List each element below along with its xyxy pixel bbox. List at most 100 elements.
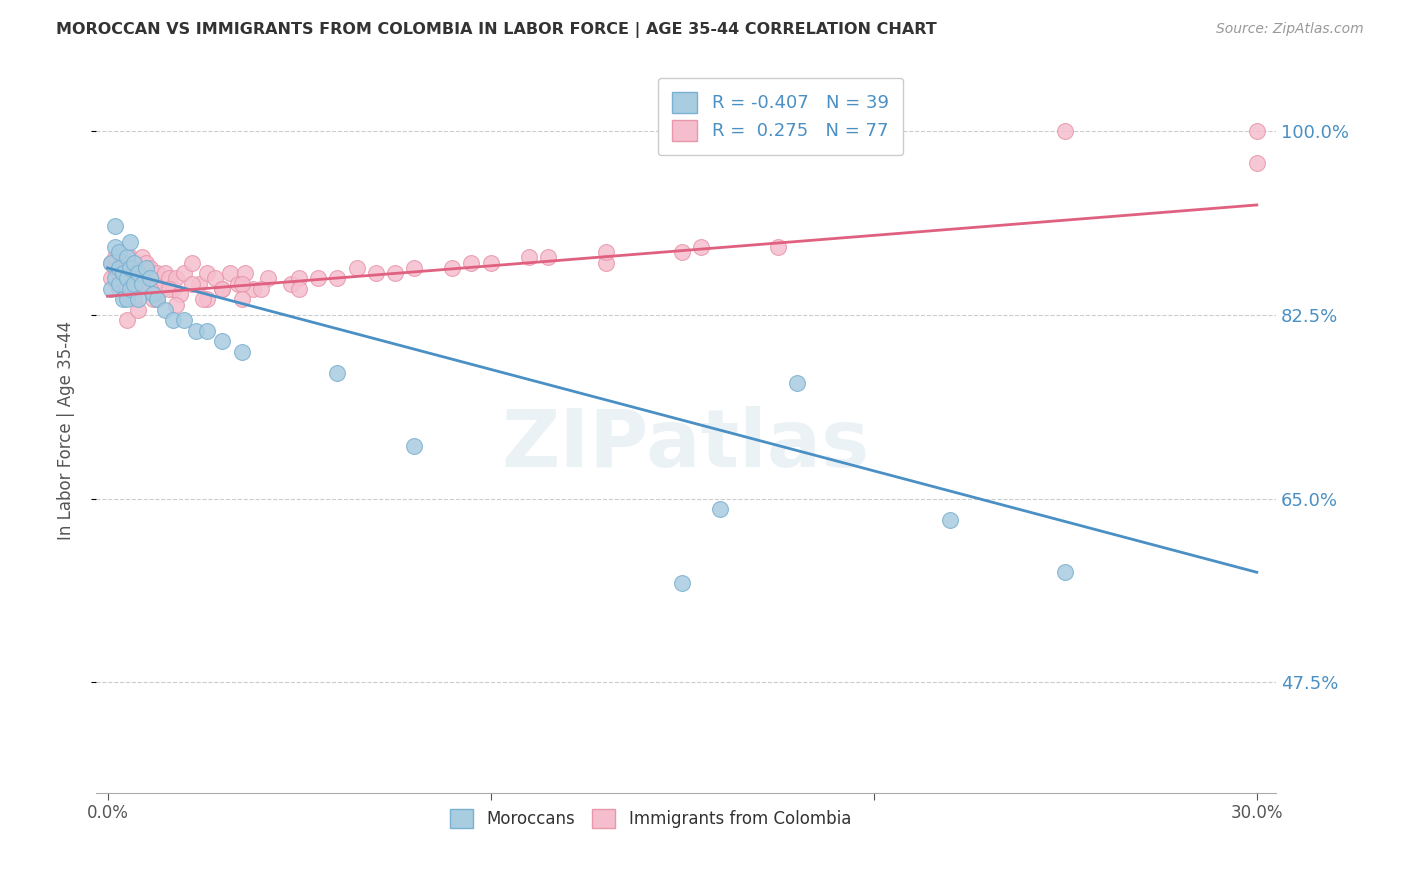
Point xyxy=(1246,124,1268,138)
Point xyxy=(111,266,134,280)
Point xyxy=(1054,566,1077,580)
Point xyxy=(104,219,127,233)
Point xyxy=(517,251,540,265)
Point xyxy=(231,344,253,359)
Point xyxy=(120,251,142,265)
Point xyxy=(142,293,165,307)
Point xyxy=(135,255,157,269)
Point xyxy=(188,277,211,291)
Point xyxy=(257,271,280,285)
Point xyxy=(384,266,406,280)
Point xyxy=(127,302,149,317)
Point xyxy=(157,271,180,285)
Point xyxy=(690,240,713,254)
Point xyxy=(120,266,142,280)
Point xyxy=(138,282,160,296)
Point xyxy=(111,277,134,291)
Point xyxy=(115,271,138,285)
Point xyxy=(211,334,233,349)
Point xyxy=(127,293,149,307)
Point xyxy=(108,260,131,275)
Point xyxy=(108,245,131,260)
Text: Source: ZipAtlas.com: Source: ZipAtlas.com xyxy=(1216,22,1364,37)
Point xyxy=(211,282,233,296)
Point xyxy=(204,271,226,285)
Point xyxy=(162,313,184,327)
Point xyxy=(479,255,502,269)
Point xyxy=(120,235,142,249)
Point xyxy=(307,271,329,285)
Point xyxy=(226,277,249,291)
Point xyxy=(131,277,153,291)
Point xyxy=(326,271,349,285)
Point xyxy=(537,251,560,265)
Point xyxy=(142,277,165,291)
Point xyxy=(402,260,425,275)
Point xyxy=(115,282,138,296)
Point xyxy=(111,255,134,269)
Point xyxy=(138,260,160,275)
Point xyxy=(157,282,180,296)
Point xyxy=(104,251,127,265)
Point xyxy=(280,277,302,291)
Point xyxy=(108,282,131,296)
Point xyxy=(142,287,165,301)
Point xyxy=(115,313,138,327)
Point xyxy=(180,277,202,291)
Point xyxy=(104,240,127,254)
Point xyxy=(115,251,138,265)
Point xyxy=(146,293,169,307)
Point xyxy=(231,277,253,291)
Point xyxy=(766,240,789,254)
Point xyxy=(346,260,368,275)
Point xyxy=(104,271,127,285)
Point xyxy=(166,271,188,285)
Point xyxy=(231,293,253,307)
Point xyxy=(173,266,195,280)
Point xyxy=(124,293,146,307)
Point xyxy=(131,251,153,265)
Point xyxy=(671,575,693,590)
Point xyxy=(169,287,191,301)
Point xyxy=(150,282,173,296)
Point xyxy=(108,277,131,291)
Point xyxy=(939,513,962,527)
Point xyxy=(249,282,271,296)
Point xyxy=(100,271,122,285)
Point xyxy=(111,293,134,307)
Point xyxy=(326,366,349,380)
Point xyxy=(184,324,207,338)
Point xyxy=(195,324,218,338)
Point xyxy=(115,287,138,301)
Point xyxy=(115,293,138,307)
Point xyxy=(127,260,149,275)
Point xyxy=(166,298,188,312)
Point xyxy=(1246,156,1268,170)
Point xyxy=(108,266,131,280)
Point xyxy=(460,255,482,269)
Point xyxy=(153,302,176,317)
Point xyxy=(146,266,169,280)
Point xyxy=(153,266,176,280)
Text: ZIPatlas: ZIPatlas xyxy=(502,406,870,484)
Point xyxy=(235,266,257,280)
Point xyxy=(219,266,242,280)
Point xyxy=(124,255,146,269)
Point xyxy=(100,282,122,296)
Y-axis label: In Labor Force | Age 35-44: In Labor Force | Age 35-44 xyxy=(58,321,75,541)
Point xyxy=(100,255,122,269)
Point xyxy=(127,277,149,291)
Point xyxy=(115,260,138,275)
Point xyxy=(124,271,146,285)
Point xyxy=(288,282,311,296)
Point xyxy=(180,255,202,269)
Point xyxy=(104,260,127,275)
Point xyxy=(441,260,464,275)
Point xyxy=(1054,124,1077,138)
Point xyxy=(173,313,195,327)
Point xyxy=(195,266,218,280)
Point xyxy=(120,260,142,275)
Point xyxy=(595,245,617,260)
Point xyxy=(127,266,149,280)
Point xyxy=(709,502,731,516)
